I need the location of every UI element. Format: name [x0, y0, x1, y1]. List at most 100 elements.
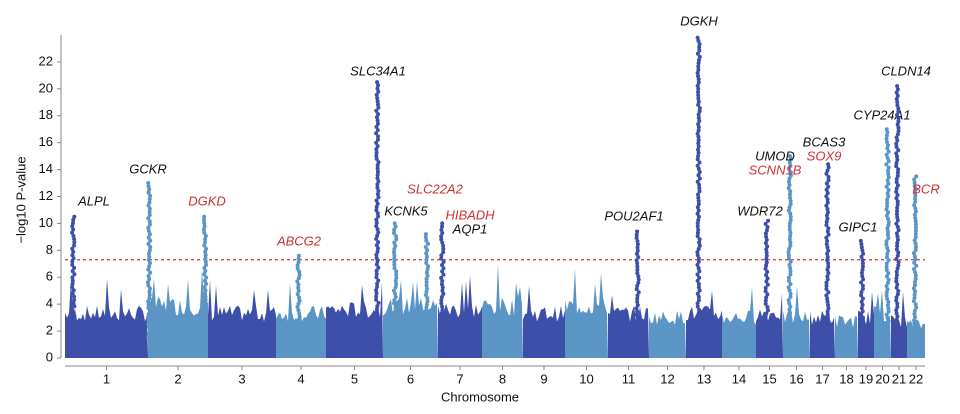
x-tick-label: 4	[297, 371, 304, 386]
peak-dot	[894, 279, 899, 284]
peak-dot	[440, 279, 445, 284]
peak-dot	[884, 261, 889, 266]
peak-dot	[375, 201, 380, 206]
peak-dot	[146, 184, 151, 189]
peak-dot	[884, 284, 889, 289]
peak-dot	[146, 251, 151, 256]
background-points	[565, 268, 608, 358]
peak-dot	[695, 131, 700, 136]
peak-dot	[788, 214, 793, 219]
peak-dot	[635, 229, 640, 234]
peak-dot	[374, 313, 379, 318]
peak-dot	[146, 235, 151, 240]
peak-dot	[763, 221, 768, 226]
peak-dot	[376, 195, 381, 200]
peak-dot	[696, 58, 701, 63]
peak-dot	[697, 176, 702, 181]
x-tick-label: 11	[622, 371, 636, 386]
peak-dot	[441, 250, 446, 255]
gene-label: BCAS3	[803, 134, 846, 149]
y-tick-label: 18	[39, 107, 53, 122]
peak-dot	[895, 292, 900, 297]
peak-dot	[374, 140, 379, 145]
peak-dot	[788, 282, 793, 287]
peak-dot	[696, 154, 701, 159]
peak-dot	[913, 228, 918, 233]
peak-dot	[787, 182, 792, 187]
peak-dot	[894, 298, 899, 303]
peak-dot	[912, 177, 917, 182]
peak-dot	[147, 197, 152, 202]
peak-dot	[146, 225, 151, 230]
peak-dot	[375, 169, 380, 174]
peak-dot	[295, 292, 300, 297]
peak-dot	[859, 270, 864, 275]
peak-dot	[296, 301, 301, 306]
peak-dot	[765, 308, 770, 313]
peak-dot	[913, 206, 918, 211]
peak-dot	[764, 333, 769, 338]
peak-dot	[634, 306, 639, 311]
gene-label: ALPL	[77, 193, 110, 208]
peak-dot	[886, 172, 891, 177]
peak-dot	[393, 304, 398, 309]
peak-dot	[423, 232, 428, 237]
peak-dot	[374, 204, 379, 209]
peak-dot	[913, 209, 918, 214]
peak-dot	[375, 121, 380, 126]
peak-dot	[440, 285, 445, 290]
peak-dot	[440, 240, 445, 245]
peak-dot	[697, 307, 702, 312]
peak-dot	[147, 289, 152, 294]
peak-dot	[895, 218, 900, 223]
peak-dot	[297, 314, 302, 319]
peak-dot	[787, 330, 792, 335]
peak-dot	[912, 321, 917, 326]
peak-dot	[765, 282, 770, 287]
peak-dot	[425, 312, 430, 317]
peak-dot	[636, 290, 641, 295]
peak-dot	[885, 296, 890, 301]
peak-dot	[636, 280, 641, 285]
peak-dot	[886, 149, 891, 154]
peak-dot	[695, 211, 700, 216]
peak-dot	[896, 119, 901, 124]
gene-label: DGKD	[188, 193, 226, 208]
peak-dot	[826, 248, 831, 253]
peak-dot	[895, 84, 900, 89]
peak-dot	[635, 264, 640, 269]
peak-dot	[202, 329, 207, 334]
peak-dot	[441, 272, 446, 277]
peak-dot	[895, 100, 900, 105]
peak-dot	[374, 108, 379, 113]
peak-dot	[424, 254, 429, 259]
peak-dot	[375, 323, 380, 328]
peak-dot	[440, 304, 445, 309]
peak-dot	[376, 160, 381, 165]
peak	[894, 84, 901, 338]
peak-dot	[765, 225, 770, 230]
peak-dot	[374, 115, 379, 120]
peak-dot	[374, 208, 379, 213]
peak-dot	[425, 267, 430, 272]
peak-dot	[696, 61, 701, 66]
peak-dot	[861, 318, 866, 323]
peak-dot	[696, 125, 701, 130]
background-points	[523, 286, 565, 358]
peak-dot	[374, 217, 379, 222]
peak-dot	[788, 291, 793, 296]
peak-dot	[424, 286, 429, 291]
peak-dot	[392, 259, 397, 264]
peak-dot	[204, 246, 209, 251]
peak-dot	[764, 324, 769, 329]
peak-dot	[297, 327, 302, 332]
peak-dot	[295, 279, 300, 284]
peak-dot	[636, 255, 641, 260]
peak-dot	[203, 294, 208, 299]
peak-dot	[859, 254, 864, 259]
peak-dot	[885, 232, 890, 237]
peak-dot	[695, 301, 700, 306]
peak-dot	[374, 243, 379, 248]
peak-dot	[374, 124, 379, 129]
